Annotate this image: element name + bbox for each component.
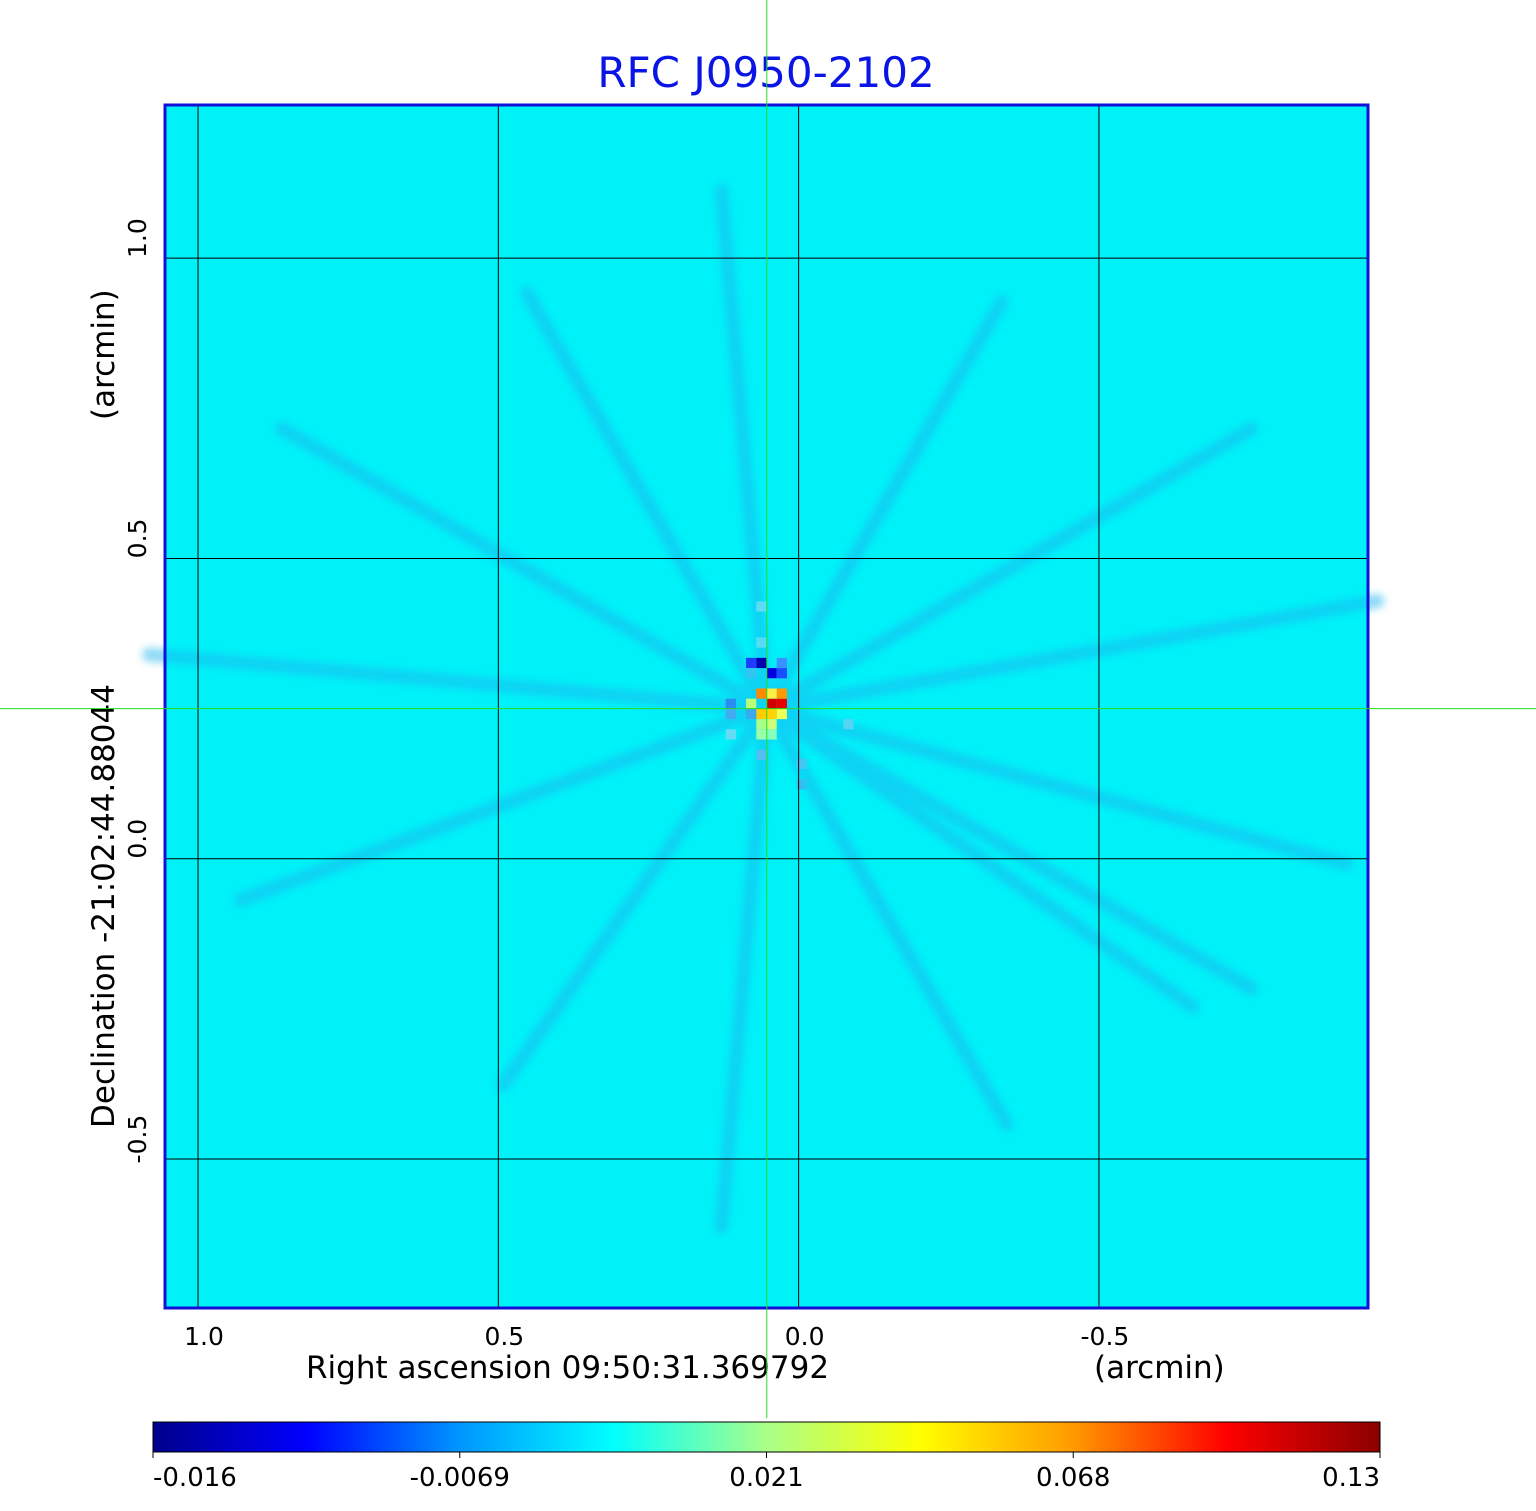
heatmap-cell [746,657,757,669]
heatmap-cell [756,657,767,669]
heatmap-cell [796,758,807,769]
heatmap-cell [776,688,787,699]
sidelobe-streak [519,285,774,716]
heatmap-cell [756,719,767,730]
sidelobe-streak [274,421,774,716]
heatmap-cell [776,657,787,669]
y-tick-label: -0.5 [123,1115,152,1164]
chart-title: RFC J0950-2102 [597,48,934,97]
colorbar-tick-label: 0.13 [1322,1463,1380,1493]
heatmap-cell [766,729,777,740]
x-tick-label: 0.0 [785,1322,825,1351]
heatmap-cell [766,698,777,709]
sidelobe-streak [142,647,774,716]
heatmap-cell [843,719,854,730]
heatmap-cell [766,708,777,720]
colorbar-tick-label: -0.016 [153,1463,237,1493]
heatmap-cell [776,698,787,709]
heatmap-cell [756,601,767,612]
heatmap-cell [766,719,777,730]
heatmap-cell [766,688,777,699]
sidelobe-streaks [142,183,1385,1234]
y-axis-label: Declination -21:02:44.88044 [86,684,122,1128]
colorbar-tick-label: 0.021 [729,1463,803,1493]
heatmap-cell [756,708,767,720]
heatmap-features [725,601,854,790]
sidelobe-streak [714,183,774,716]
sidelobe-streak [714,701,774,1234]
heatmap-cell [746,668,757,679]
crosshair [0,0,1536,1418]
heatmap-cell [776,708,787,720]
sidelobe-streak [759,701,1259,996]
x-tick-label: 0.5 [484,1322,524,1351]
x-axis-unit: (arcmin) [1094,1350,1225,1386]
heatmap-cell [766,668,777,679]
x-axis-label: Right ascension 09:50:31.369792 [306,1350,829,1386]
sidelobe-streak [233,701,774,908]
sidelobe-streak [759,421,1259,716]
heatmap-cell [725,708,736,720]
heatmap-cell [746,698,757,709]
colorbar [152,1421,1381,1453]
heatmap-cell [725,729,736,740]
x-tick-label: 1.0 [184,1322,224,1351]
y-tick-label: 0.5 [123,519,152,559]
colorbar-tick-labels: -0.016 -0.0069 0.021 0.068 0.13 [152,1452,1381,1493]
heatmap-cell [725,698,736,709]
heatmap-cell [776,668,787,679]
heatmap-cell [746,708,757,720]
colorbar-tick-label: -0.0069 [410,1463,510,1493]
colorbar-tick-label: 0.068 [1036,1463,1110,1493]
heatmap-cell [756,749,767,760]
y-tick-labels: 1.0 0.5 0.0 -0.5 [123,218,152,1163]
heatmap-cell [796,779,807,790]
sidelobe-streak [759,701,1014,1132]
heatmap-cell [756,637,767,648]
x-tick-label: -0.5 [1081,1322,1130,1351]
y-axis-unit: (arcmin) [86,289,122,420]
y-tick-label: 1.0 [123,218,152,258]
sidelobe-streak [759,701,1200,1014]
sidelobe-streak [759,294,1009,716]
sidelobe-streak [495,701,774,1093]
sidelobe-streak [759,701,1354,871]
heatmap-cell [756,729,767,740]
x-tick-labels: 1.0 0.5 0.0 -0.5 [184,1322,1129,1351]
heatmap-cell [756,688,767,699]
sidelobe-streak [759,593,1385,716]
y-tick-label: 0.0 [123,819,152,859]
